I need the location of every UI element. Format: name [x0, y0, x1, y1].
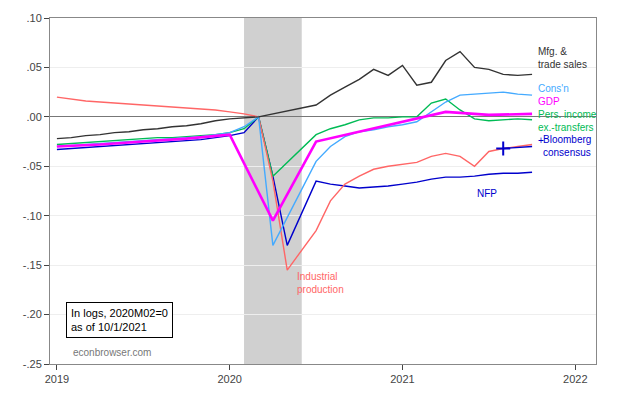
svg-text:GDP: GDP: [538, 96, 560, 107]
svg-text:2021: 2021: [390, 373, 414, 385]
svg-text:.10: .10: [27, 12, 42, 24]
svg-text:-.05: -.05: [23, 160, 42, 172]
svg-text:2020: 2020: [217, 373, 241, 385]
svg-text:.05: .05: [27, 61, 42, 73]
svg-text:-.10: -.10: [23, 210, 42, 222]
svg-text:NFP: NFP: [477, 188, 497, 199]
svg-text:Mfg. &trade sales: Mfg. &trade sales: [538, 46, 587, 70]
svg-text:-.15: -.15: [23, 259, 42, 271]
svg-text:.00: .00: [27, 111, 42, 123]
svg-text:+: +: [538, 135, 544, 146]
svg-text:Industrialproduction: Industrialproduction: [297, 271, 344, 295]
svg-text:In logs, 2020M02=0as of 10/1/2: In logs, 2020M02=0as of 10/1/2021: [71, 307, 168, 333]
svg-text:Bloombergconsensus: Bloombergconsensus: [543, 134, 591, 158]
svg-text:-.25: -.25: [23, 358, 42, 370]
svg-text:-.20: -.20: [23, 308, 42, 320]
svg-text:Cons'n: Cons'n: [538, 83, 569, 94]
svg-text:Pers. incomeex.-transfers: Pers. incomeex.-transfers: [538, 109, 597, 133]
svg-text:2019: 2019: [45, 373, 69, 385]
svg-text:2022: 2022: [563, 373, 587, 385]
svg-text:econbrowser.com: econbrowser.com: [73, 347, 151, 358]
